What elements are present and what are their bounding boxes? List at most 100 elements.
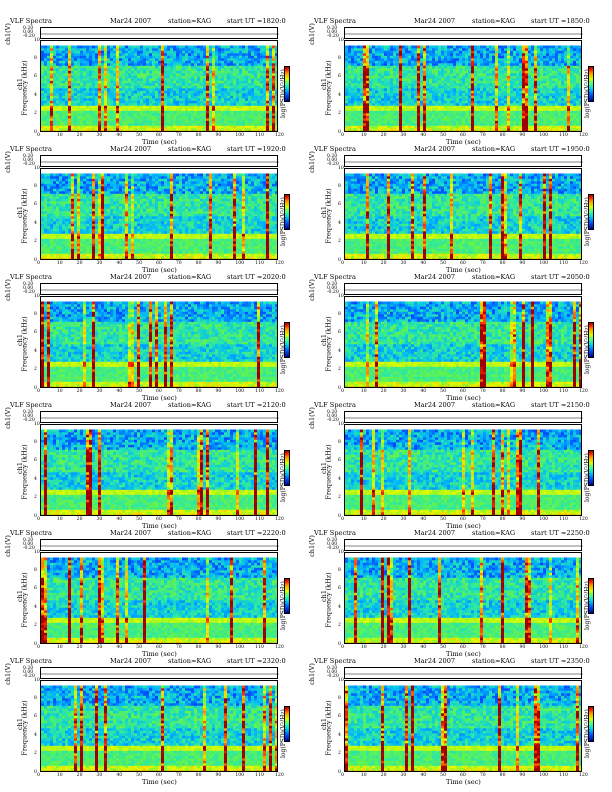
spectrogram-cell [74, 85, 78, 89]
spectrogram-cell [119, 70, 123, 74]
spectrogram-cell [366, 120, 370, 124]
spectrogram-cell [104, 125, 108, 129]
spectrogram-cell [188, 123, 192, 126]
spectrogram-cell [519, 110, 523, 114]
spectrogram-cell [80, 100, 84, 104]
spectrogram-cell [236, 60, 240, 64]
spectrogram-cell [435, 108, 439, 111]
spectrogram-cell [152, 63, 156, 66]
spectrogram-cell [53, 68, 57, 71]
spectrogram-cell [119, 53, 123, 56]
spectrogram-cell [140, 105, 144, 109]
spectrogram-cell [360, 128, 364, 131]
spectrogram-cell [507, 90, 511, 94]
spectrogram-cell [182, 95, 186, 99]
spectrogram-cell [275, 60, 277, 64]
spectrogram-cell [218, 58, 222, 61]
spectrogram-cell [185, 75, 189, 79]
spectrogram-cell [140, 83, 144, 86]
spectrogram-cell [122, 108, 126, 111]
spectrogram-cell [459, 50, 463, 54]
spectrogram-cell [444, 125, 448, 129]
spectrogram-cell [450, 55, 454, 59]
spectrogram-cell [444, 83, 448, 86]
spectrogram-cell [366, 125, 370, 129]
spectrogram-cell [510, 45, 514, 49]
spectrogram-cell [206, 48, 210, 51]
spectrogram-cell [462, 50, 466, 54]
spectrogram-cell [429, 103, 433, 106]
spectrogram-cell [248, 88, 252, 91]
spectrogram-cell [444, 103, 448, 106]
spectrogram-cell [369, 80, 373, 84]
spectrogram-cell [44, 53, 48, 56]
spectrogram-cell [146, 75, 150, 79]
spectrogram-cell [408, 110, 412, 114]
spectrogram-cell [236, 65, 240, 69]
spectrogram-cell [516, 85, 520, 89]
spectrogram-cell [513, 123, 517, 126]
spectrogram-cell [525, 73, 529, 76]
spectrogram-cell [59, 48, 63, 51]
spectrogram-cell [510, 105, 514, 109]
spectrogram-cell [465, 103, 469, 106]
spectrogram-cell [47, 103, 51, 106]
spectrogram-cell [215, 113, 219, 116]
spectrogram-cell [215, 88, 219, 91]
spectrogram-cell [68, 105, 72, 109]
spectrogram-cell [92, 110, 96, 114]
spectrogram-cell [239, 103, 243, 106]
spectrogram-cell [360, 93, 364, 96]
spectrogram-cell [516, 65, 520, 69]
spectrogram-cell [393, 55, 397, 59]
spectrogram-cell [170, 85, 174, 89]
spectrogram-cell [83, 55, 87, 59]
spectrogram-cell [149, 73, 153, 76]
spectrogram-cell [378, 55, 382, 59]
spectrogram-cell [92, 60, 96, 64]
spectrogram-cell [158, 68, 162, 71]
spectrogram-cell [366, 108, 370, 111]
spectrogram-cell [170, 60, 174, 64]
spectrogram-cell [462, 60, 466, 64]
spectrogram-cell [245, 105, 249, 109]
spectrogram-cell [224, 98, 228, 101]
spectrogram-cell [411, 110, 415, 114]
spectrogram-cell [429, 75, 433, 79]
spectrogram-cell [501, 88, 505, 91]
spectrogram-cell [257, 80, 261, 84]
spectrogram-cell [170, 68, 174, 71]
spectrogram-cell [86, 98, 90, 101]
spectrogram-cell [47, 70, 51, 74]
spectrogram-cell [513, 105, 517, 109]
spectrogram-cell [402, 120, 406, 124]
spectrogram-cell [345, 100, 349, 104]
spectrogram-cell [236, 105, 240, 109]
spectrogram-cell [372, 95, 376, 99]
spectrogram-cell [432, 80, 436, 84]
spectrogram-cell [516, 93, 520, 96]
spectrogram-cell [266, 83, 270, 86]
spectrogram-cell [390, 73, 394, 76]
spectrogram-cell [519, 78, 523, 81]
spectrogram-cell [239, 60, 243, 64]
frequency-tick-label: 8 [34, 56, 37, 61]
spectrogram-cell [423, 108, 427, 111]
spectrogram-cell [405, 75, 409, 79]
spectrogram-cell [179, 50, 183, 54]
spectrogram-cell [212, 73, 216, 76]
spectrogram-cell [74, 100, 78, 104]
spectrogram-cell [125, 75, 129, 79]
spectrogram-cell [351, 70, 355, 74]
time-axis-label: Time (sec) [142, 138, 177, 146]
spectrogram-cell [432, 118, 436, 121]
time-tick-label: 100 [235, 133, 244, 138]
spectrogram-cell [504, 53, 508, 56]
spectrogram-cell [65, 83, 69, 86]
spectrogram-cell [50, 88, 54, 91]
spectrogram-cell [254, 113, 258, 116]
spectrogram-cell [182, 93, 186, 96]
spectrogram-cell [468, 83, 472, 86]
spectrogram-cell [107, 83, 111, 86]
spectrogram-cell [522, 118, 526, 121]
